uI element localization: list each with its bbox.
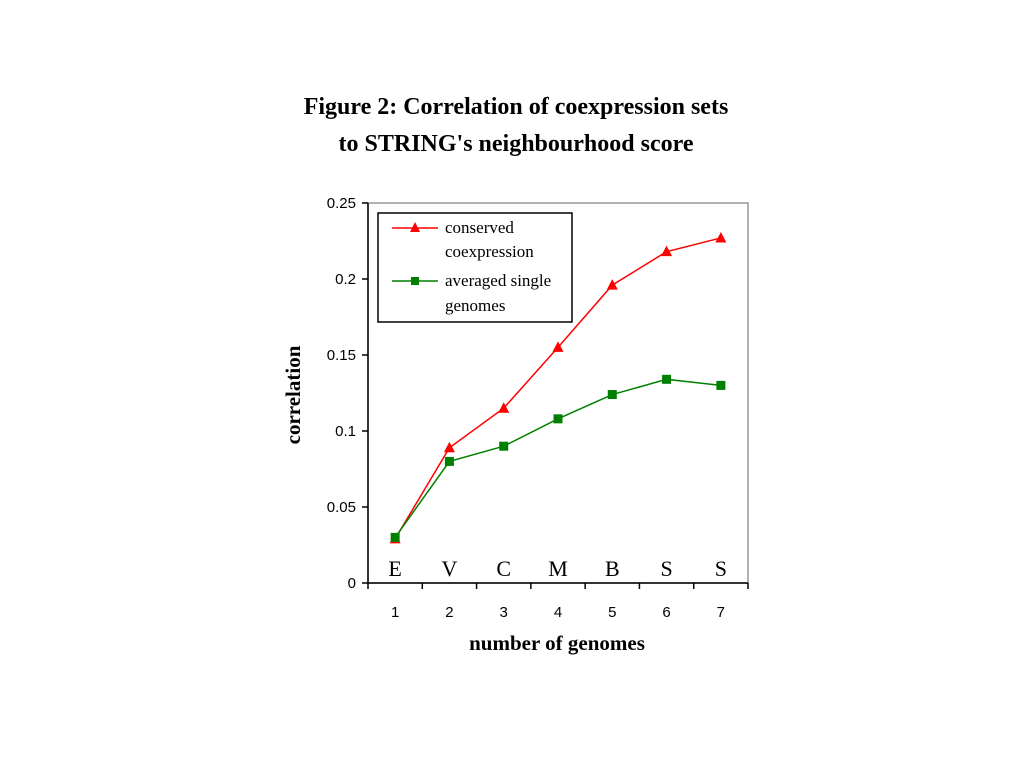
y-tick-label: 0.25 [327, 195, 356, 212]
category-letter: M [548, 556, 568, 581]
y-axis-ticks: 0 0.05 0.1 0.15 0.2 0.25 [327, 195, 368, 592]
x-tick-label: 6 [662, 604, 670, 621]
category-letter: B [605, 556, 620, 581]
legend-box [377, 212, 573, 323]
chart-title-line-2: to STRING's neighbourhood score [339, 131, 694, 157]
series-1-point [552, 341, 564, 352]
x-tick-label: 5 [608, 604, 616, 621]
series-2-point [444, 456, 454, 466]
y-axis-title: correlation [281, 345, 305, 444]
series-1-point [715, 231, 727, 243]
series-2-point [662, 374, 672, 384]
chart-title-line-1: Figure 2: Correlation of coexpression se… [304, 94, 729, 120]
category-letter: E [388, 556, 401, 581]
y-tick-label: 0.05 [327, 499, 356, 516]
legend-marker-series-2 [411, 277, 419, 285]
series-2-point [607, 390, 617, 400]
legend-label-series-2-line-2: genomes [445, 296, 505, 315]
category-letter: S [715, 556, 727, 581]
series-1-point [661, 245, 673, 257]
legend-label-series-1-line-1: conserved [445, 218, 514, 237]
y-tick-label: 0.2 [335, 271, 356, 288]
series-2-point [553, 414, 563, 424]
legend-label-series-1-line-2: coexpression [445, 242, 534, 261]
category-letter: V [441, 556, 457, 581]
y-tick-label: 0.15 [327, 347, 356, 364]
series-2-point [716, 380, 726, 390]
y-tick-label: 0 [348, 575, 356, 592]
x-tick-label: 7 [717, 604, 725, 621]
x-axis-ticks: 1 2 3 4 5 6 7 [367, 583, 749, 621]
series-1-point [443, 441, 455, 453]
series-layer [389, 231, 727, 544]
x-tick-label: 2 [445, 604, 453, 621]
series-1-point [606, 279, 618, 290]
y-tick-label: 0.1 [335, 423, 356, 440]
x-tick-label: 3 [500, 604, 508, 621]
legend: conserved coexpression averaged single g… [377, 212, 573, 323]
x-axis-title: number of genomes [469, 631, 645, 655]
legend-marker-series-1 [410, 222, 420, 232]
x-tick-label: 1 [391, 604, 399, 621]
legend-label-series-2-line-1: averaged single [445, 271, 551, 290]
x-tick-label: 4 [554, 604, 562, 621]
series-2-point [499, 441, 509, 451]
category-letter: C [496, 556, 511, 581]
series-1-point [498, 402, 510, 413]
series-2-point [390, 532, 400, 542]
category-letter: S [660, 556, 672, 581]
